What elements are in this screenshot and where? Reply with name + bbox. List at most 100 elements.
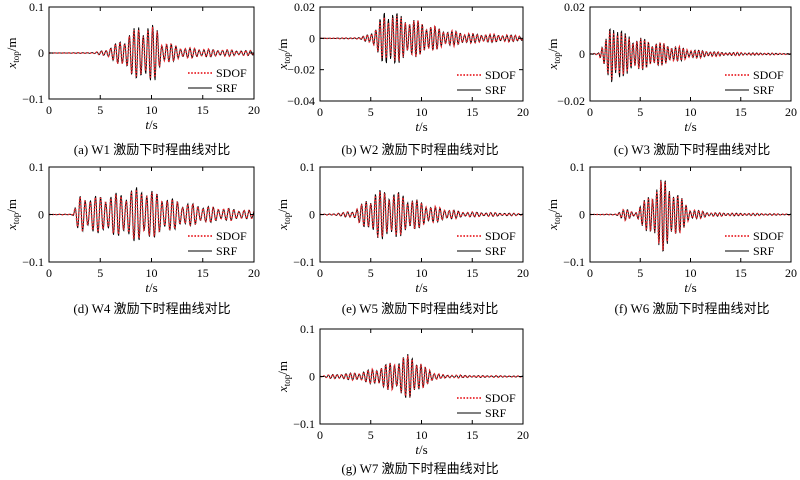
y-axis-label-sub: top	[282, 374, 292, 386]
legend-label-sdof: SDOF	[753, 68, 784, 82]
x-tick-label: 20	[785, 266, 797, 280]
panel-caption: (c) W3 激励下时程曲线对比	[614, 142, 770, 157]
x-axis-label-unit: /s	[149, 280, 158, 295]
x-tick-label: 5	[368, 266, 374, 280]
x-tick-label: 5	[97, 103, 103, 117]
x-axis-label-var: t	[145, 280, 149, 295]
x-axis-label-unit: /s	[419, 280, 428, 295]
y-tick-label: 0.1	[29, 0, 44, 14]
legend-label-sdof: SDOF	[753, 229, 784, 243]
legend-label-srf: SRF	[753, 83, 775, 97]
series-group	[319, 189, 524, 240]
x-tick-label: 10	[685, 266, 697, 280]
y-axis-label-var: x	[275, 64, 290, 71]
y-tick-label: 0.1	[29, 160, 44, 174]
y-tick-label: 0.1	[570, 160, 585, 174]
series-line-sdof	[589, 31, 792, 80]
y-axis-label-sub: top	[11, 212, 21, 224]
y-axis-label: xtop/m	[545, 199, 562, 231]
x-tick-label: 20	[517, 105, 529, 119]
series-group	[590, 179, 792, 252]
series-line-sdof	[590, 181, 792, 251]
y-axis-label-sub: top	[11, 51, 21, 63]
x-axis-label-var: t	[684, 280, 688, 295]
legend-label-srf: SRF	[753, 244, 775, 258]
y-axis-label-unit: /m	[275, 38, 290, 52]
y-tick-label: 0	[309, 208, 315, 222]
x-tick-label: 15	[197, 103, 209, 117]
x-axis-label: t/s	[415, 119, 427, 134]
x-tick-label: 5	[637, 105, 643, 119]
x-tick-label: 5	[97, 266, 103, 280]
legend-label-srf: SRF	[216, 81, 238, 95]
y-tick-label: 0.02	[564, 0, 585, 14]
y-tick-label: −0.1	[293, 255, 315, 269]
y-axis-label-unit: /m	[545, 38, 560, 52]
legend-label-srf: SRF	[485, 244, 507, 258]
y-axis-label-unit: /m	[545, 199, 560, 213]
y-axis-label-var: x	[4, 224, 19, 231]
y-tick-label: 0	[309, 31, 315, 45]
x-axis-label-unit: /s	[688, 280, 697, 295]
x-tick-label: 20	[517, 266, 529, 280]
y-axis-label-unit: /m	[4, 37, 19, 51]
x-tick-label: 10	[146, 266, 158, 280]
y-axis-label-unit: /m	[4, 199, 19, 213]
series-group	[589, 28, 792, 83]
y-tick-label: −0.1	[563, 255, 585, 269]
panel-caption: (d) W4 激励下时程曲线对比	[73, 301, 230, 316]
y-axis-label: xtop/m	[275, 199, 292, 231]
x-axis-label-var: t	[145, 117, 149, 132]
y-tick-label: 0.02	[294, 0, 315, 14]
y-tick-label: −0.02	[287, 63, 315, 77]
x-tick-label: 10	[416, 428, 428, 442]
x-tick-label: 10	[685, 105, 697, 119]
x-axis-label-unit: /s	[688, 119, 697, 134]
x-axis-label: t/s	[684, 119, 696, 134]
series-group	[319, 12, 524, 65]
x-tick-label: 5	[368, 105, 374, 119]
x-tick-label: 0	[317, 266, 323, 280]
x-axis-label-unit: /s	[419, 442, 428, 457]
y-tick-label: 0.1	[300, 322, 315, 336]
y-axis-label-var: x	[545, 224, 560, 231]
y-axis-label: xtop/m	[275, 361, 292, 393]
y-axis-label-sub: top	[282, 212, 292, 224]
y-axis-label-sub: top	[282, 52, 292, 64]
x-tick-label: 20	[248, 103, 260, 117]
y-axis-label-var: x	[275, 224, 290, 231]
y-tick-label: −0.1	[22, 92, 44, 106]
y-axis-label: xtop/m	[4, 37, 21, 69]
y-axis-label-unit: /m	[275, 361, 290, 375]
x-axis-label: t/s	[145, 280, 157, 295]
legend-label-sdof: SDOF	[485, 229, 516, 243]
x-tick-label: 15	[466, 428, 478, 442]
y-tick-label: 0	[38, 208, 44, 222]
x-tick-label: 10	[416, 105, 428, 119]
x-tick-label: 20	[785, 105, 797, 119]
y-tick-label: −0.1	[22, 255, 44, 269]
x-tick-label: 15	[466, 266, 478, 280]
x-axis-label: t/s	[145, 117, 157, 132]
x-axis-label-var: t	[415, 442, 419, 457]
x-tick-label: 10	[416, 266, 428, 280]
y-tick-label: −0.02	[557, 94, 585, 108]
x-tick-label: 5	[368, 428, 374, 442]
legend-label-srf: SRF	[485, 406, 507, 420]
x-tick-label: 0	[46, 266, 52, 280]
legend-label-sdof: SDOF	[485, 391, 516, 405]
y-axis-label-var: x	[4, 63, 19, 70]
x-axis-label: t/s	[684, 280, 696, 295]
series-line-sdof	[319, 191, 524, 238]
panel-caption: (b) W2 激励下时程曲线对比	[341, 142, 498, 157]
